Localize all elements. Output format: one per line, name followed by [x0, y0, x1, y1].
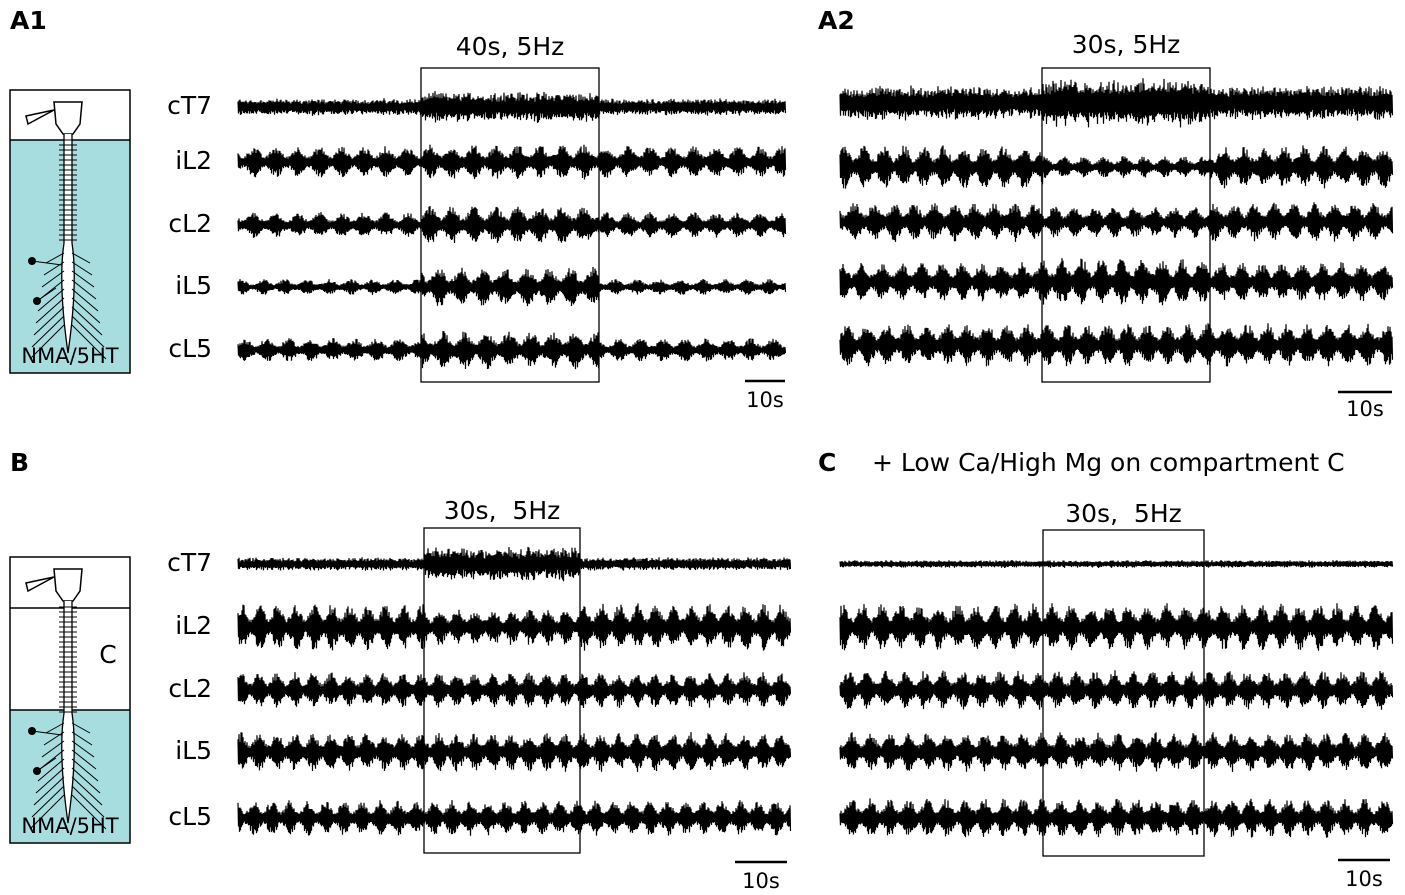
root [71, 279, 97, 300]
root [71, 324, 107, 360]
root [71, 758, 99, 782]
root [31, 315, 65, 348]
trace-label: cT7 [167, 548, 212, 577]
root [29, 794, 65, 830]
electrode-wire [31, 260, 63, 266]
stimulus-box [420, 67, 600, 383]
spinal-cord [61, 134, 75, 354]
chamber [9, 89, 131, 374]
brainstem [53, 101, 83, 135]
trace-label: iL2 [175, 611, 212, 640]
trace [839, 670, 1394, 710]
scale-bar-label: 10s [742, 869, 780, 893]
trace-label: iL5 [175, 736, 212, 765]
root [29, 324, 65, 360]
condition-label: + Low Ca/High Mg on compartment C [872, 448, 1345, 477]
trace [237, 603, 792, 651]
chamber [9, 556, 131, 844]
root [35, 767, 65, 794]
root [71, 794, 107, 830]
root [71, 749, 97, 770]
trace [237, 144, 787, 180]
brainstem [53, 568, 83, 602]
scale-bar-label: 10s [1345, 867, 1383, 891]
root [45, 722, 65, 734]
panel-label: A2 [818, 6, 855, 35]
electrode-wire [36, 287, 57, 302]
root [71, 288, 99, 312]
root [37, 288, 65, 312]
trace [237, 91, 787, 123]
trace [839, 798, 1394, 838]
trace-label: cL5 [168, 334, 212, 363]
root [43, 731, 65, 746]
trace [237, 546, 792, 582]
root [71, 776, 103, 806]
trace-label: iL2 [175, 146, 212, 175]
root [33, 306, 65, 336]
stim-electrode [25, 109, 55, 126]
root [35, 297, 65, 324]
panel-label: A1 [10, 6, 47, 35]
trace [237, 330, 787, 370]
trace [839, 202, 1394, 242]
panel-label: C [818, 448, 836, 477]
trace [839, 78, 1394, 128]
root [71, 297, 101, 324]
trace-label: cT7 [167, 91, 212, 120]
electrode-wire [31, 730, 63, 736]
trace-label: cL2 [168, 674, 212, 703]
root [37, 758, 65, 782]
trace [237, 266, 787, 307]
panel-label: B [10, 448, 29, 477]
root [71, 270, 95, 288]
root [71, 722, 91, 734]
root [33, 776, 65, 806]
stimulus-label: 40s, 5Hz [456, 32, 565, 61]
root [41, 740, 65, 758]
stimulus-label: 30s, 5Hz [444, 496, 561, 525]
stimulus-box [1042, 529, 1205, 857]
root [71, 731, 93, 746]
stim-electrode [25, 576, 55, 593]
root [71, 740, 95, 758]
root [71, 315, 105, 348]
trace [237, 205, 787, 244]
trace [839, 323, 1394, 367]
trace [839, 145, 1394, 189]
electrode-wire [36, 757, 57, 772]
root [41, 270, 65, 288]
stimulus-label: 30s, 5Hz [1065, 499, 1182, 528]
trace-label: cL2 [168, 209, 212, 238]
root [71, 785, 105, 818]
root [45, 252, 65, 264]
root [71, 261, 93, 276]
root [71, 252, 91, 264]
root [71, 306, 103, 336]
trace [237, 732, 792, 772]
bath-label: NMA/5HT [21, 814, 118, 838]
trace-label: cL5 [168, 802, 212, 831]
scale-bar-label: 10s [1346, 397, 1384, 421]
stimulus-box [1041, 67, 1211, 383]
trace [839, 732, 1394, 772]
trace [237, 800, 792, 836]
compartment-label: C [99, 640, 116, 669]
root [71, 767, 101, 794]
root [31, 785, 65, 818]
trace [839, 258, 1394, 306]
trace [237, 672, 792, 709]
bath-label: NMA/5HT [21, 344, 118, 368]
root [43, 261, 65, 276]
stimulus-label: 30s, 5Hz [1072, 30, 1181, 59]
scale-bar-label: 10s [746, 388, 784, 412]
trace-label: iL5 [175, 271, 212, 300]
trace [839, 603, 1394, 651]
stimulus-box [423, 527, 581, 854]
trace [839, 559, 1394, 569]
